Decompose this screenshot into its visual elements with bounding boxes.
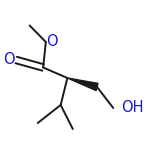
Text: O: O — [46, 34, 58, 50]
Text: OH: OH — [121, 100, 144, 116]
Polygon shape — [67, 78, 98, 91]
Text: O: O — [3, 52, 15, 68]
